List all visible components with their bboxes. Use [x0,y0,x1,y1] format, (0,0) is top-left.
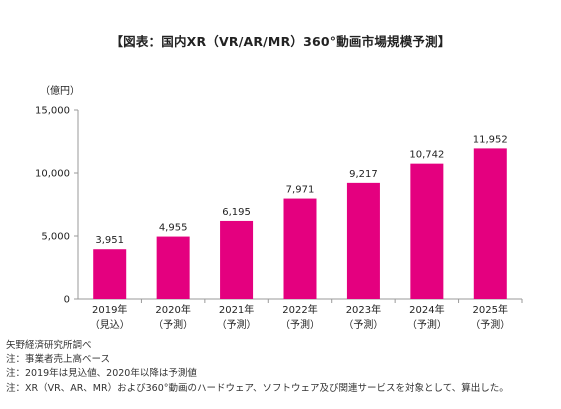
bar [283,198,317,299]
bar-value-label: 9,217 [349,169,378,180]
chart-title: 【図表：国内XR（VR/AR/MR）360°動画市場規模予測】 [110,34,451,49]
x-tick-label-year: 2023年 [346,303,381,316]
y-tick-label: 10,000 [35,169,70,180]
x-tick-label-year: 2024年 [409,303,444,316]
bar [473,148,507,299]
x-tick-label-status: （予測） [217,318,257,331]
x-tick-label-status: （予測） [470,318,510,331]
x-tick-label-year: 2022年 [282,303,317,316]
bar-value-label: 4,955 [159,223,188,234]
bar [93,249,127,299]
x-tick-label-year: 2020年 [155,303,190,316]
footnote-scope: 注：XR（VR、AR、MR）および360°動画のハードウェア、ソフトウェア及び関… [6,382,509,394]
footnote-basis: 注：事業者売上高ベース [6,354,111,366]
bar [410,163,444,299]
bar-value-label: 11,952 [473,134,508,145]
x-tick-label-status: （予測） [153,318,193,331]
x-tick-label-year: 2021年 [219,303,254,316]
bar [346,182,380,299]
x-tick-label-status: （見込） [90,319,130,331]
x-tick-label-status: （予測） [343,318,383,331]
y-tick-label: 15,000 [35,106,70,117]
bar [220,220,254,299]
footnote-source: 矢野経済研究所調べ [6,340,92,351]
x-tick-label-status: （予測） [407,318,447,331]
y-tick-label: 0 [64,295,70,306]
bar-value-label: 10,742 [409,150,444,161]
bar-value-label: 7,971 [286,185,315,196]
x-tick-label-status: （予測） [280,318,320,331]
footnote-estimate: 注：2019年は見込値、2020年以降は予測値 [6,368,197,380]
bar [156,236,190,299]
y-tick-label: 5,000 [41,232,70,243]
x-tick-label-year: 2019年 [92,303,127,316]
x-tick-label-year: 2025年 [473,303,508,316]
y-axis-unit-label: （億円） [40,84,80,97]
bar-value-label: 3,951 [95,235,124,246]
footnotes: 矢野経済研究所調べ 注：事業者売上高ベース 注：2019年は見込値、2020年以… [6,339,509,396]
bar-value-label: 6,195 [222,207,251,218]
